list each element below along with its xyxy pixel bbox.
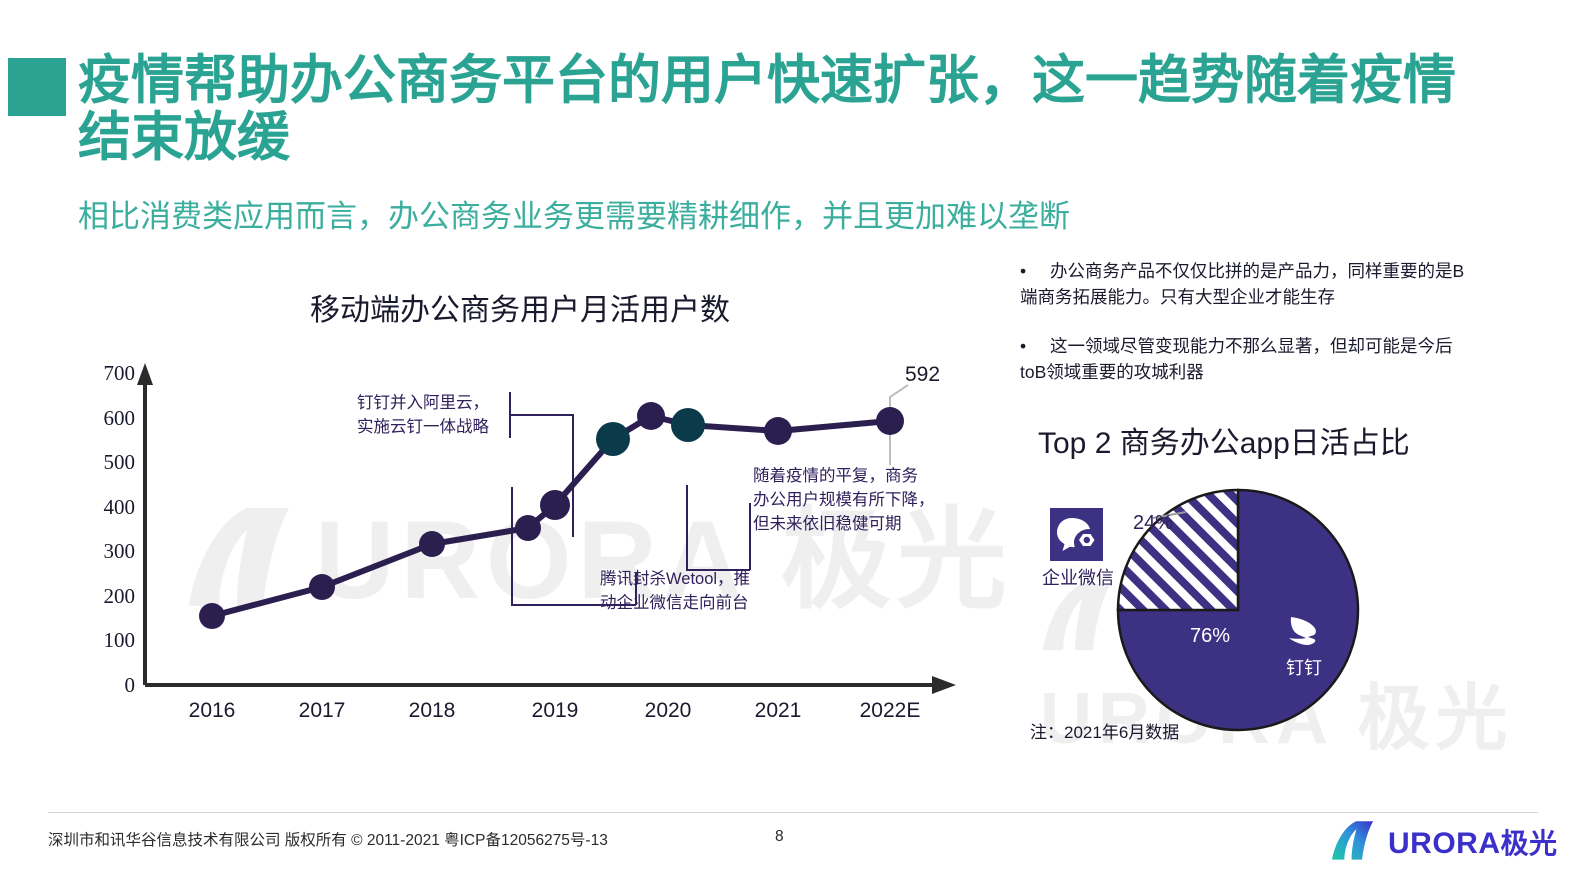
pie-chart-canvas [1116, 488, 1360, 732]
aurora-logo-text: URORA极光 [1388, 822, 1558, 862]
svg-text:700: 700 [104, 361, 136, 385]
pie-slice-dingtalk [1116, 488, 1360, 732]
line-chart-title: 移动端办公商务用户月活用户数 [310, 294, 730, 327]
page-subtitle: 相比消费类应用而言，办公商务业务更需要精耕细作，并且更加难以垄断 [78, 199, 1070, 234]
pie-chart-title: Top 2 商务办公app日活占比 [1038, 427, 1410, 460]
aurora-logo: URORA极光 [1328, 818, 1557, 864]
end-value-label: 592 [905, 363, 941, 386]
svg-text:200: 200 [104, 584, 136, 608]
wecom-app-icon [1050, 508, 1103, 561]
svg-text:2022E: 2022E [860, 699, 921, 722]
svg-text:500: 500 [104, 450, 136, 474]
line-chart-canvas: 700 600 500 400 300 200 100 0 2016 2017 … [104, 361, 956, 722]
annotation-leaders [509, 392, 751, 606]
svg-text:0: 0 [125, 673, 136, 697]
bullet-marker-icon: • [1020, 261, 1027, 281]
aurora-logo-cn: 极光 [1500, 828, 1558, 859]
line-series-path [209, 413, 893, 619]
svg-text:100: 100 [104, 628, 136, 652]
svg-text:2021: 2021 [755, 699, 802, 722]
wecom-label: 企业微信 [1042, 568, 1114, 588]
axes [143, 382, 940, 687]
pie-value-dingtalk: 76% [1190, 625, 1231, 647]
x-axis-arrow [932, 676, 956, 694]
footer-copyright: 深圳市和讯华谷信息技术有限公司 版权所有 © 2011-2021 粤ICP备12… [48, 832, 608, 849]
aurora-logo-icon [1332, 821, 1374, 860]
pie-slice-wecom [1116, 488, 1240, 612]
page-title: 疫情帮助办公商务平台的用户快速扩张，这一趋势随着疫情结束放缓 [78, 51, 1456, 168]
svg-text:2017: 2017 [299, 699, 346, 722]
svg-text:2019: 2019 [532, 699, 579, 722]
y-axis-labels: 700 600 500 400 300 200 100 0 [104, 361, 136, 697]
pie-leader-line [1152, 511, 1187, 519]
dingtalk-label: 钉钉 [1286, 658, 1322, 678]
svg-text:2020: 2020 [645, 699, 692, 722]
y-axis-arrow [137, 363, 153, 385]
dingtalk-app-icon [1281, 608, 1326, 653]
line-series-markers [199, 402, 904, 629]
pie-chart [1020, 470, 1470, 750]
x-axis-labels: 2016 2017 2018 2019 2020 2021 2022E [189, 699, 921, 722]
svg-text:400: 400 [104, 495, 136, 519]
pie-note: 注：2021年6月数据 [1030, 723, 1180, 742]
bullet-item-1: • 办公商务产品不仅仅比拼的是产品力，同样重要的是B端商务拓展能力。只有大型企业才… [1020, 258, 1470, 311]
svg-text:300: 300 [104, 539, 136, 563]
svg-text:2018: 2018 [409, 699, 456, 722]
svg-text:2016: 2016 [189, 699, 236, 722]
bullet-item-2: • 这一领域尽管变现能力不那么显著，但却可能是今后toB领域重要的攻城利器 [1020, 333, 1470, 386]
annotation-pandemic-recovery: 随着疫情的平复，商务 办公用户规模有所下降， 但未来依旧稳健可期 [753, 467, 935, 533]
page-number: 8 [775, 828, 784, 845]
aurora-logo-en: URORA [1388, 827, 1501, 860]
annotation-dingtalk-alicloud: 钉钉并入阿里云， 实施云钉一体战略 [357, 394, 489, 436]
insights-panel: • 办公商务产品不仅仅比拼的是产品力，同样重要的是B端商务拓展能力。只有大型企业才… [1020, 258, 1470, 407]
pie-value-wecom: 24% [1133, 512, 1174, 534]
footer-divider [48, 812, 1538, 813]
bullet-text-1: 办公商务产品不仅仅比拼的是产品力，同样重要的是B端商务拓展能力。只有大型企业才能… [1020, 261, 1465, 308]
bullet-text-2: 这一领域尽管变现能力不那么显著，但却可能是今后toB领域重要的攻城利器 [1020, 335, 1453, 382]
title-accent-square [8, 58, 66, 116]
line-chart: 移动端办公商务用户月活用户数 700 600 500 400 300 200 1… [60, 275, 1000, 745]
bullet-marker-icon-2: • [1020, 335, 1027, 356]
annotation-tencent-wetool: 腾讯封杀Wetool，推 动企业微信走向前台 [600, 570, 751, 612]
value-leader-line [889, 384, 909, 465]
svg-text:600: 600 [104, 406, 136, 430]
